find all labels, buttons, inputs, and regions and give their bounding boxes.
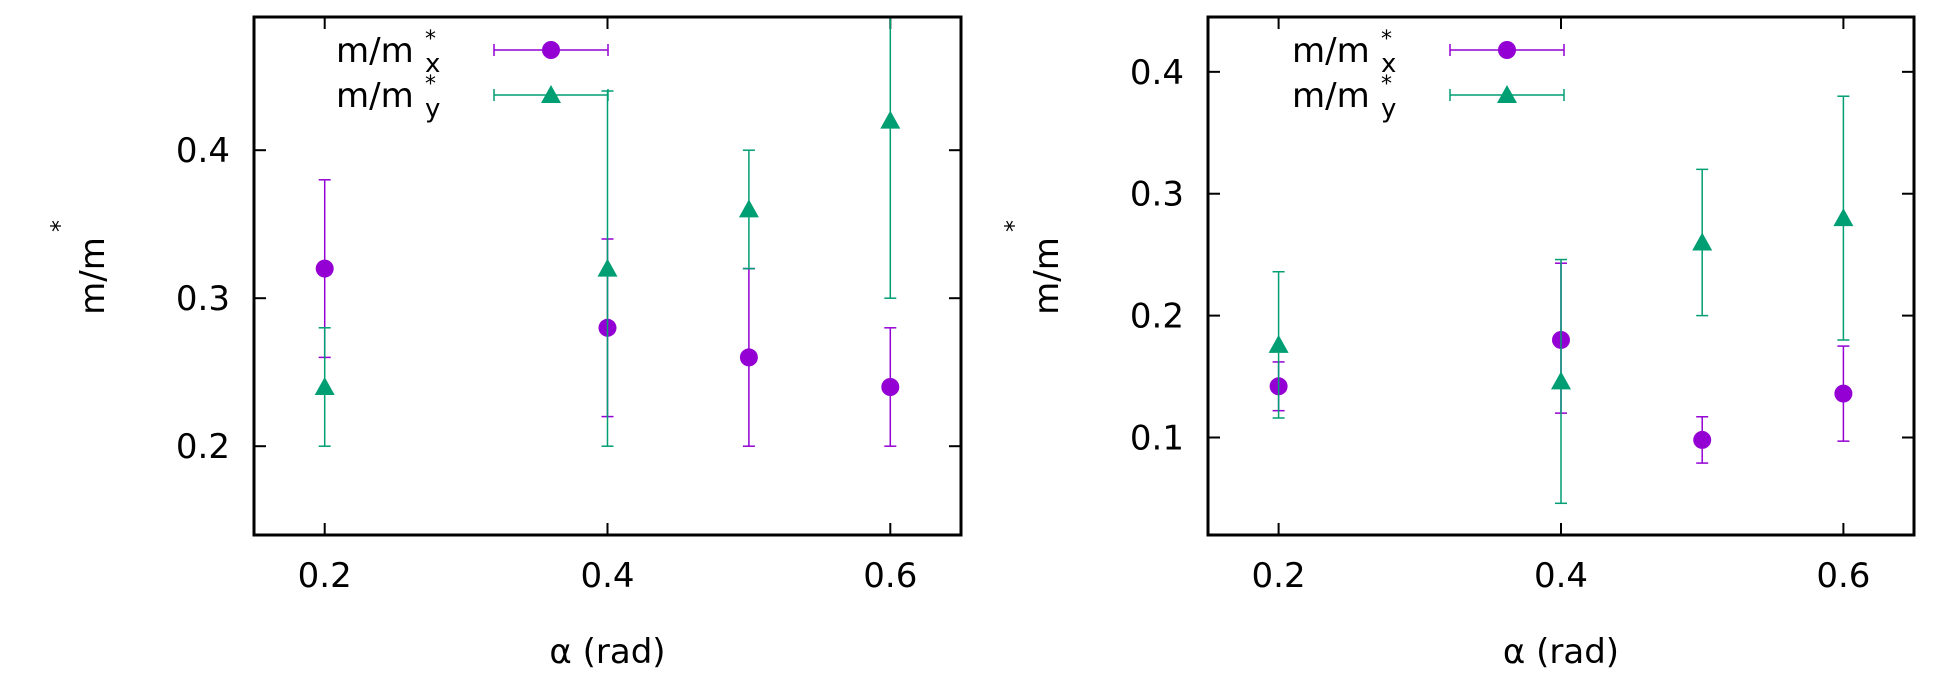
data-point-circle bbox=[1834, 384, 1853, 403]
y-axis-label: m/m bbox=[73, 237, 113, 315]
data-point-triangle bbox=[1268, 334, 1289, 353]
y-axis-label: m/m bbox=[1027, 237, 1067, 315]
plot-frame bbox=[1206, 15, 1916, 537]
data-point-triangle bbox=[1551, 371, 1571, 390]
legend-entry-y: m/m *y bbox=[1292, 72, 1565, 124]
legend-label-subscript: y bbox=[425, 94, 440, 124]
legend: m/m *xm/m *y bbox=[1292, 27, 1565, 124]
plot-area bbox=[1268, 95, 1854, 505]
legend-entry-x: m/m *x bbox=[1292, 27, 1565, 79]
legend-label: m/m bbox=[1292, 76, 1370, 116]
legend-label: m/m bbox=[336, 31, 414, 71]
x-tick-label: 0.6 bbox=[863, 556, 917, 596]
x-tick-label: 0.2 bbox=[1252, 556, 1306, 596]
data-point-triangle bbox=[880, 110, 901, 129]
data-point-circle bbox=[1693, 430, 1712, 449]
legend-label-subscript: x bbox=[1381, 49, 1396, 79]
x-tick-label: 0.4 bbox=[580, 556, 634, 596]
right-chart-panel: 0.2 0.4 0.60.10.20.30.4α (rad)m/m*m/m *xm/m… bbox=[1000, 15, 1916, 672]
legend-label-superscript: * bbox=[1381, 72, 1392, 97]
legend-swatch-marker bbox=[542, 41, 560, 59]
data-point-circle bbox=[739, 348, 758, 367]
y-tick-label: 0.2 bbox=[176, 427, 230, 467]
data-point-circle bbox=[881, 378, 900, 396]
x-axis-label: α (rad) bbox=[549, 632, 665, 672]
legend-label: m/m bbox=[336, 76, 414, 116]
legend-entry-x: m/m *x bbox=[336, 27, 609, 79]
legend-label-superscript: * bbox=[425, 72, 436, 97]
x-tick-label: 0.6 bbox=[1816, 556, 1870, 596]
x-axis-label: α (rad) bbox=[1503, 632, 1619, 672]
left-chart-panel: 0.2 0.4 0.60.20.30.4α (rad)m/m*m/m *xm/m *y bbox=[46, 15, 963, 672]
legend-label-subscript: y bbox=[1381, 94, 1396, 124]
legend-label: m/m bbox=[1292, 31, 1370, 71]
y-axis-label-superscript: * bbox=[46, 220, 74, 232]
plot-frame bbox=[252, 15, 963, 537]
y-tick-label: 0.4 bbox=[176, 131, 230, 171]
legend-label-subscript: x bbox=[425, 49, 440, 79]
series-y bbox=[314, 17, 901, 447]
y-tick-label: 0.4 bbox=[1130, 53, 1184, 93]
y-tick-label: 0.3 bbox=[1130, 175, 1184, 215]
data-point-triangle bbox=[314, 377, 335, 395]
data-point-triangle bbox=[597, 258, 618, 277]
data-point-triangle bbox=[738, 199, 759, 218]
legend-swatch-marker bbox=[541, 85, 561, 103]
data-point-triangle bbox=[1833, 208, 1854, 227]
y-axis-label-superscript: * bbox=[1000, 220, 1028, 232]
y-tick-label: 0.3 bbox=[176, 279, 230, 319]
x-tick-label: 0.2 bbox=[298, 556, 352, 596]
plot-area bbox=[314, 17, 901, 447]
data-point-circle bbox=[315, 259, 334, 278]
series-y bbox=[1268, 95, 1854, 505]
legend-entry-y: m/m *y bbox=[336, 72, 609, 124]
legend-swatch-marker bbox=[1497, 85, 1517, 103]
legend: m/m *xm/m *y bbox=[336, 27, 609, 124]
x-tick-label: 0.4 bbox=[1534, 556, 1588, 596]
data-point-triangle bbox=[1692, 232, 1713, 251]
legend-swatch-marker bbox=[1498, 41, 1516, 59]
y-tick-label: 0.1 bbox=[1130, 418, 1184, 458]
legend-label-superscript: * bbox=[1381, 27, 1392, 52]
y-tick-label: 0.2 bbox=[1130, 297, 1184, 337]
legend-label-superscript: * bbox=[425, 27, 436, 52]
